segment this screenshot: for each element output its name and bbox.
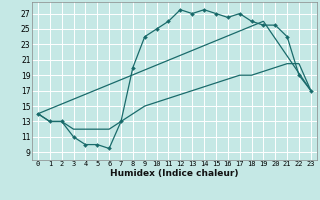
X-axis label: Humidex (Indice chaleur): Humidex (Indice chaleur) <box>110 169 239 178</box>
